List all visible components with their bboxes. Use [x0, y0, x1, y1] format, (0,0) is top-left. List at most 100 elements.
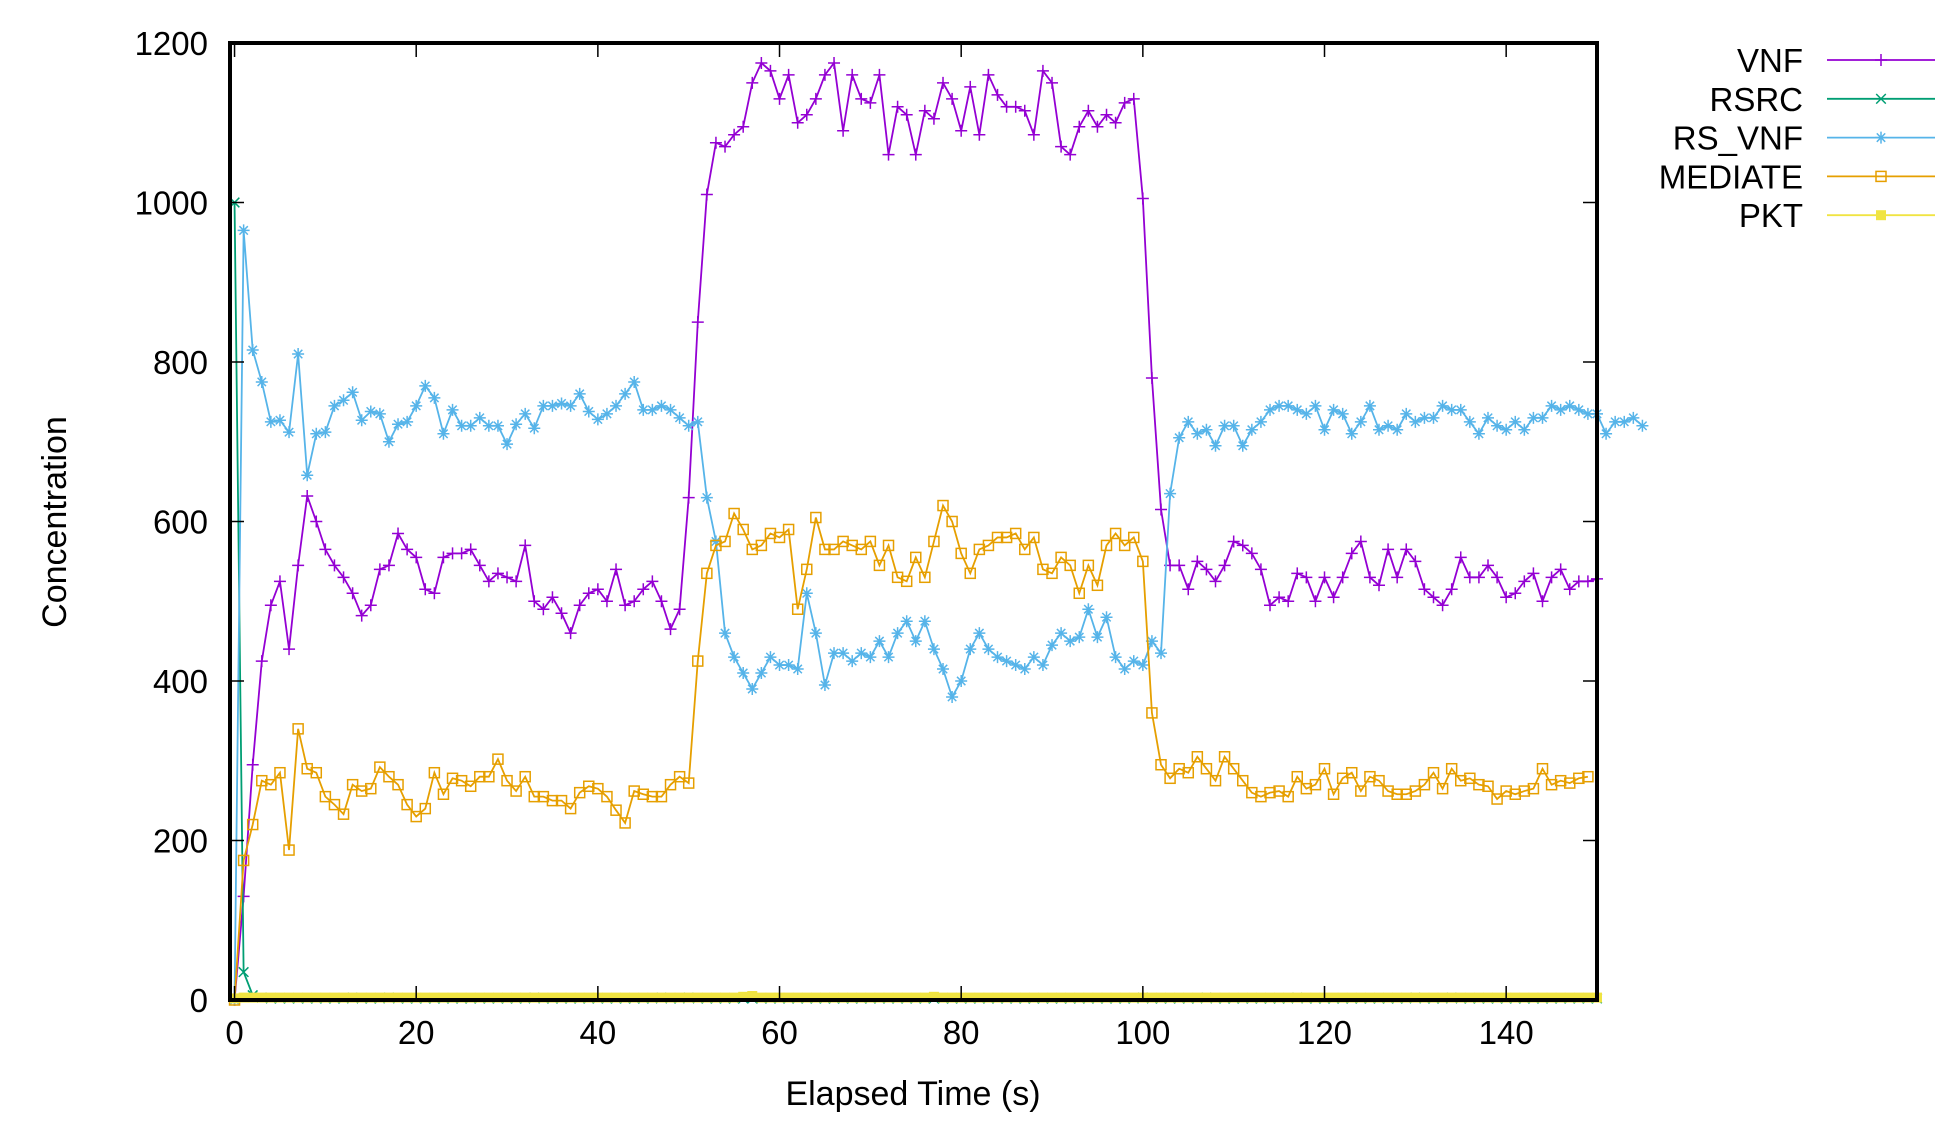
data-point — [647, 992, 658, 1003]
series-rsrc — [229, 197, 1603, 1004]
data-point — [1292, 992, 1303, 1003]
data-point — [982, 539, 995, 552]
series-vnf — [228, 56, 1603, 1006]
data-point — [582, 587, 595, 600]
data-point — [973, 543, 986, 556]
data-point — [1545, 399, 1558, 412]
data-point — [800, 108, 813, 121]
data-point — [1055, 140, 1068, 153]
data-point — [1236, 539, 1249, 552]
data-point — [1009, 527, 1022, 540]
data-point — [511, 992, 522, 1003]
series-pkt — [229, 991, 1602, 1004]
data-point — [1036, 64, 1049, 77]
data-point — [1064, 148, 1077, 161]
data-point — [1492, 992, 1503, 1003]
data-point — [709, 136, 722, 149]
data-point — [1391, 423, 1404, 436]
data-point — [273, 414, 286, 427]
data-point — [1418, 411, 1431, 424]
data-point — [1183, 992, 1194, 1003]
data-point — [1136, 659, 1149, 672]
data-point — [1065, 992, 1076, 1003]
data-point — [638, 992, 649, 1003]
data-point — [1046, 567, 1058, 580]
data-point — [628, 785, 640, 797]
data-point — [255, 375, 268, 388]
series-line — [233, 202, 1597, 1000]
data-point — [501, 571, 514, 584]
data-point — [1455, 992, 1466, 1003]
data-point — [1300, 782, 1313, 795]
data-point — [1010, 992, 1021, 1003]
data-point — [510, 418, 523, 431]
data-point — [1328, 992, 1339, 1003]
data-point — [1082, 559, 1095, 572]
data-point — [519, 407, 532, 420]
data-point — [682, 491, 695, 504]
data-point — [909, 635, 922, 648]
data-point — [537, 790, 550, 803]
data-point — [1118, 539, 1131, 552]
data-point — [828, 56, 841, 69]
data-point — [555, 607, 568, 620]
data-point — [764, 651, 777, 664]
data-point — [1491, 793, 1503, 805]
data-point — [1309, 399, 1322, 412]
data-point — [1482, 559, 1494, 572]
data-point — [491, 419, 504, 432]
data-point — [1001, 992, 1012, 1003]
data-point — [1383, 992, 1394, 1003]
data-point — [601, 992, 612, 1003]
data-point — [1073, 120, 1086, 133]
data-point — [611, 992, 622, 1003]
data-point — [1482, 780, 1494, 793]
data-point — [783, 992, 794, 1003]
data-point — [1182, 766, 1195, 779]
data-point — [747, 991, 758, 1002]
data-point — [1255, 790, 1267, 803]
data-point — [538, 992, 549, 1003]
data-point — [1446, 992, 1457, 1003]
data-point — [382, 435, 395, 448]
data-point — [882, 651, 895, 664]
data-point — [383, 992, 394, 1003]
data-point — [1027, 128, 1040, 141]
data-point — [1346, 992, 1357, 1003]
data-point — [628, 375, 641, 388]
data-point — [801, 992, 812, 1003]
data-point — [738, 991, 749, 1002]
data-point — [355, 785, 368, 797]
data-point — [1227, 419, 1240, 432]
data-point — [365, 992, 376, 1003]
data-point — [637, 788, 650, 800]
data-point — [402, 992, 413, 1003]
data-point — [746, 682, 759, 695]
data-point — [1200, 423, 1213, 436]
data-point — [374, 992, 385, 1003]
data-point — [864, 651, 877, 664]
data-point — [1382, 785, 1394, 797]
series-line — [233, 503, 1589, 1001]
data-point — [519, 539, 532, 552]
data-point — [1137, 555, 1149, 568]
data-point — [691, 316, 704, 329]
data-point — [456, 992, 467, 1003]
data-point — [1191, 555, 1204, 568]
data-point — [492, 753, 504, 765]
data-point — [474, 992, 485, 1003]
data-point — [1346, 766, 1358, 779]
data-point — [1345, 547, 1358, 560]
data-point — [1027, 651, 1040, 664]
data-point — [828, 543, 840, 556]
y-tick-label: 1200 — [135, 25, 208, 62]
data-point — [502, 992, 513, 1003]
data-point — [364, 599, 377, 612]
data-point — [1164, 487, 1177, 500]
data-point — [891, 100, 904, 113]
data-point — [238, 992, 249, 1003]
data-point — [1273, 591, 1286, 604]
data-point — [646, 403, 659, 416]
data-point — [410, 551, 423, 564]
data-point — [555, 397, 568, 410]
